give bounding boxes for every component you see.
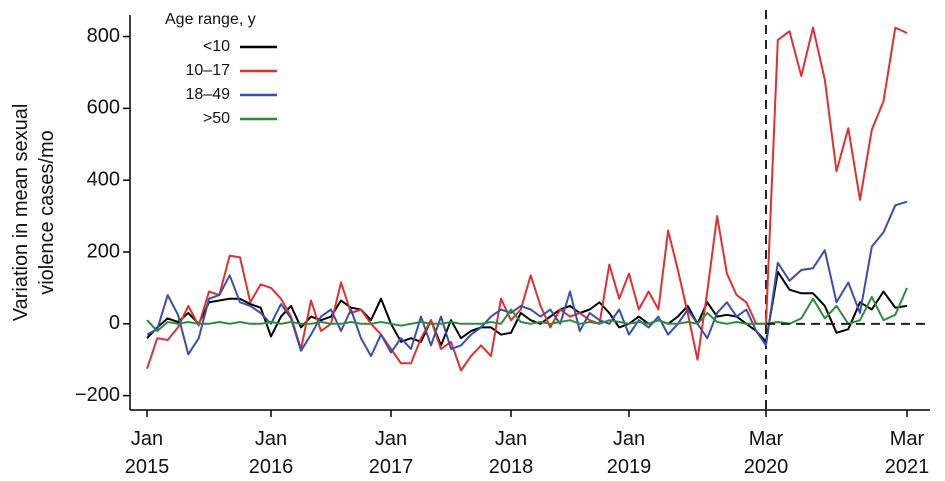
- series-line: [146, 26, 908, 372]
- x-tick-label: Jan 2016: [249, 428, 294, 478]
- x-tick-label: Jan 2017: [369, 428, 414, 478]
- legend-label: <10: [203, 38, 230, 55]
- x-tick-label: Jan 2015: [125, 428, 170, 478]
- legend-label: 18–49: [186, 86, 231, 103]
- y-tick-label: −200: [75, 384, 120, 406]
- series-line: [146, 287, 908, 332]
- y-label-line: Variation in mean sexual: [10, 104, 32, 322]
- x-tick-label: Mar 2020: [744, 428, 789, 478]
- y-label-line: violence cases/mo: [36, 130, 58, 295]
- x-tick-label: Mar 2021: [885, 428, 930, 478]
- x-tick-label: Jan 2018: [489, 428, 534, 478]
- y-axis-label: Variation in mean sexual violence cases/m…: [10, 104, 58, 322]
- legend-label: >50: [203, 110, 230, 127]
- y-tick-label: 600: [87, 97, 120, 119]
- series-line: [146, 270, 908, 347]
- x-tick-label: Jan 2019: [607, 428, 652, 478]
- y-tick-label: 800: [87, 25, 120, 47]
- y-tick-label: 400: [87, 168, 120, 190]
- y-tick-label: 0: [109, 312, 120, 334]
- legend-title: Age range, y: [165, 11, 256, 28]
- legend-label: 10–17: [186, 62, 231, 79]
- series-line: [146, 200, 908, 358]
- y-tick-label: 200: [87, 240, 120, 262]
